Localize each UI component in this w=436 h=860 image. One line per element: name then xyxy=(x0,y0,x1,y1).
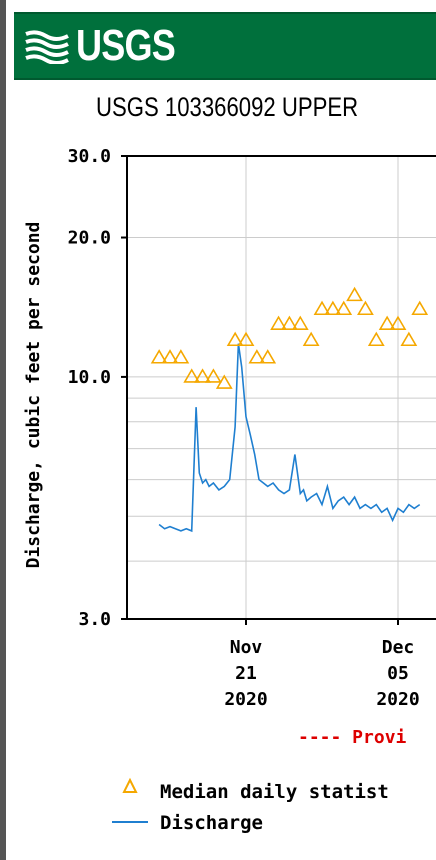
median-point xyxy=(367,331,385,347)
x-tick-label: 2020 xyxy=(376,689,419,710)
y-tick-label: 30.0 xyxy=(68,146,111,167)
median-point xyxy=(237,331,255,347)
x-axis-ticks: Nov 21 2020 Dec 05 2020 xyxy=(224,619,420,710)
median-point xyxy=(302,331,320,347)
median-point xyxy=(205,368,222,383)
usgs-header-banner: USGS xyxy=(14,12,436,80)
median-point xyxy=(270,315,287,330)
x-tick-label: 05 xyxy=(387,663,409,684)
median-point xyxy=(172,349,190,364)
median-point xyxy=(291,315,309,330)
usgs-logo[interactable]: USGS xyxy=(24,21,197,70)
median-point xyxy=(378,315,396,330)
x-tick-label: Dec xyxy=(382,637,415,658)
discharge-line xyxy=(158,343,421,533)
y-tick-label: 10.0 xyxy=(68,367,111,388)
left-border xyxy=(0,0,6,860)
provisional-data-note: ---- Provi xyxy=(298,727,407,748)
median-point xyxy=(226,331,244,347)
usgs-logo-text: USGS xyxy=(76,21,176,70)
y-tick-label: 3.0 xyxy=(78,609,111,630)
median-point xyxy=(248,349,266,364)
median-point xyxy=(161,349,179,364)
median-point xyxy=(313,300,331,316)
median-point xyxy=(389,315,407,330)
median-point xyxy=(183,368,201,383)
plot-area-frame xyxy=(126,155,436,620)
x-tick-label: 2020 xyxy=(224,689,267,710)
grid-layer xyxy=(127,156,436,619)
discharge-series xyxy=(158,343,421,533)
median-point xyxy=(411,300,429,316)
chart-title: USGS 103366092 UPPER xyxy=(96,92,359,122)
y-tick-label: 20.0 xyxy=(68,228,111,249)
legend-label-discharge: Discharge xyxy=(160,812,263,834)
median-point xyxy=(259,349,277,364)
median-point xyxy=(324,300,342,316)
legend-triangle-icon xyxy=(122,777,138,793)
median-point xyxy=(150,349,168,364)
median-point xyxy=(400,331,418,347)
median-point xyxy=(357,300,374,316)
x-tick-label: 21 xyxy=(235,663,257,684)
median-point xyxy=(346,286,363,302)
legend-label-median: Median daily statist xyxy=(160,781,389,803)
median-point xyxy=(281,315,298,330)
y-axis-label: Discharge, cubic feet per second xyxy=(23,222,44,569)
median-point xyxy=(194,368,211,383)
usgs-wave-logo-icon xyxy=(25,30,69,64)
median-point xyxy=(335,300,353,316)
median-point xyxy=(215,374,233,389)
median-series xyxy=(150,286,429,389)
y-axis-ticks: 30.0 20.0 10.0 3.0 xyxy=(68,146,127,630)
x-tick-label: Nov xyxy=(230,637,263,658)
legend: Median daily statist Discharge xyxy=(112,777,389,834)
